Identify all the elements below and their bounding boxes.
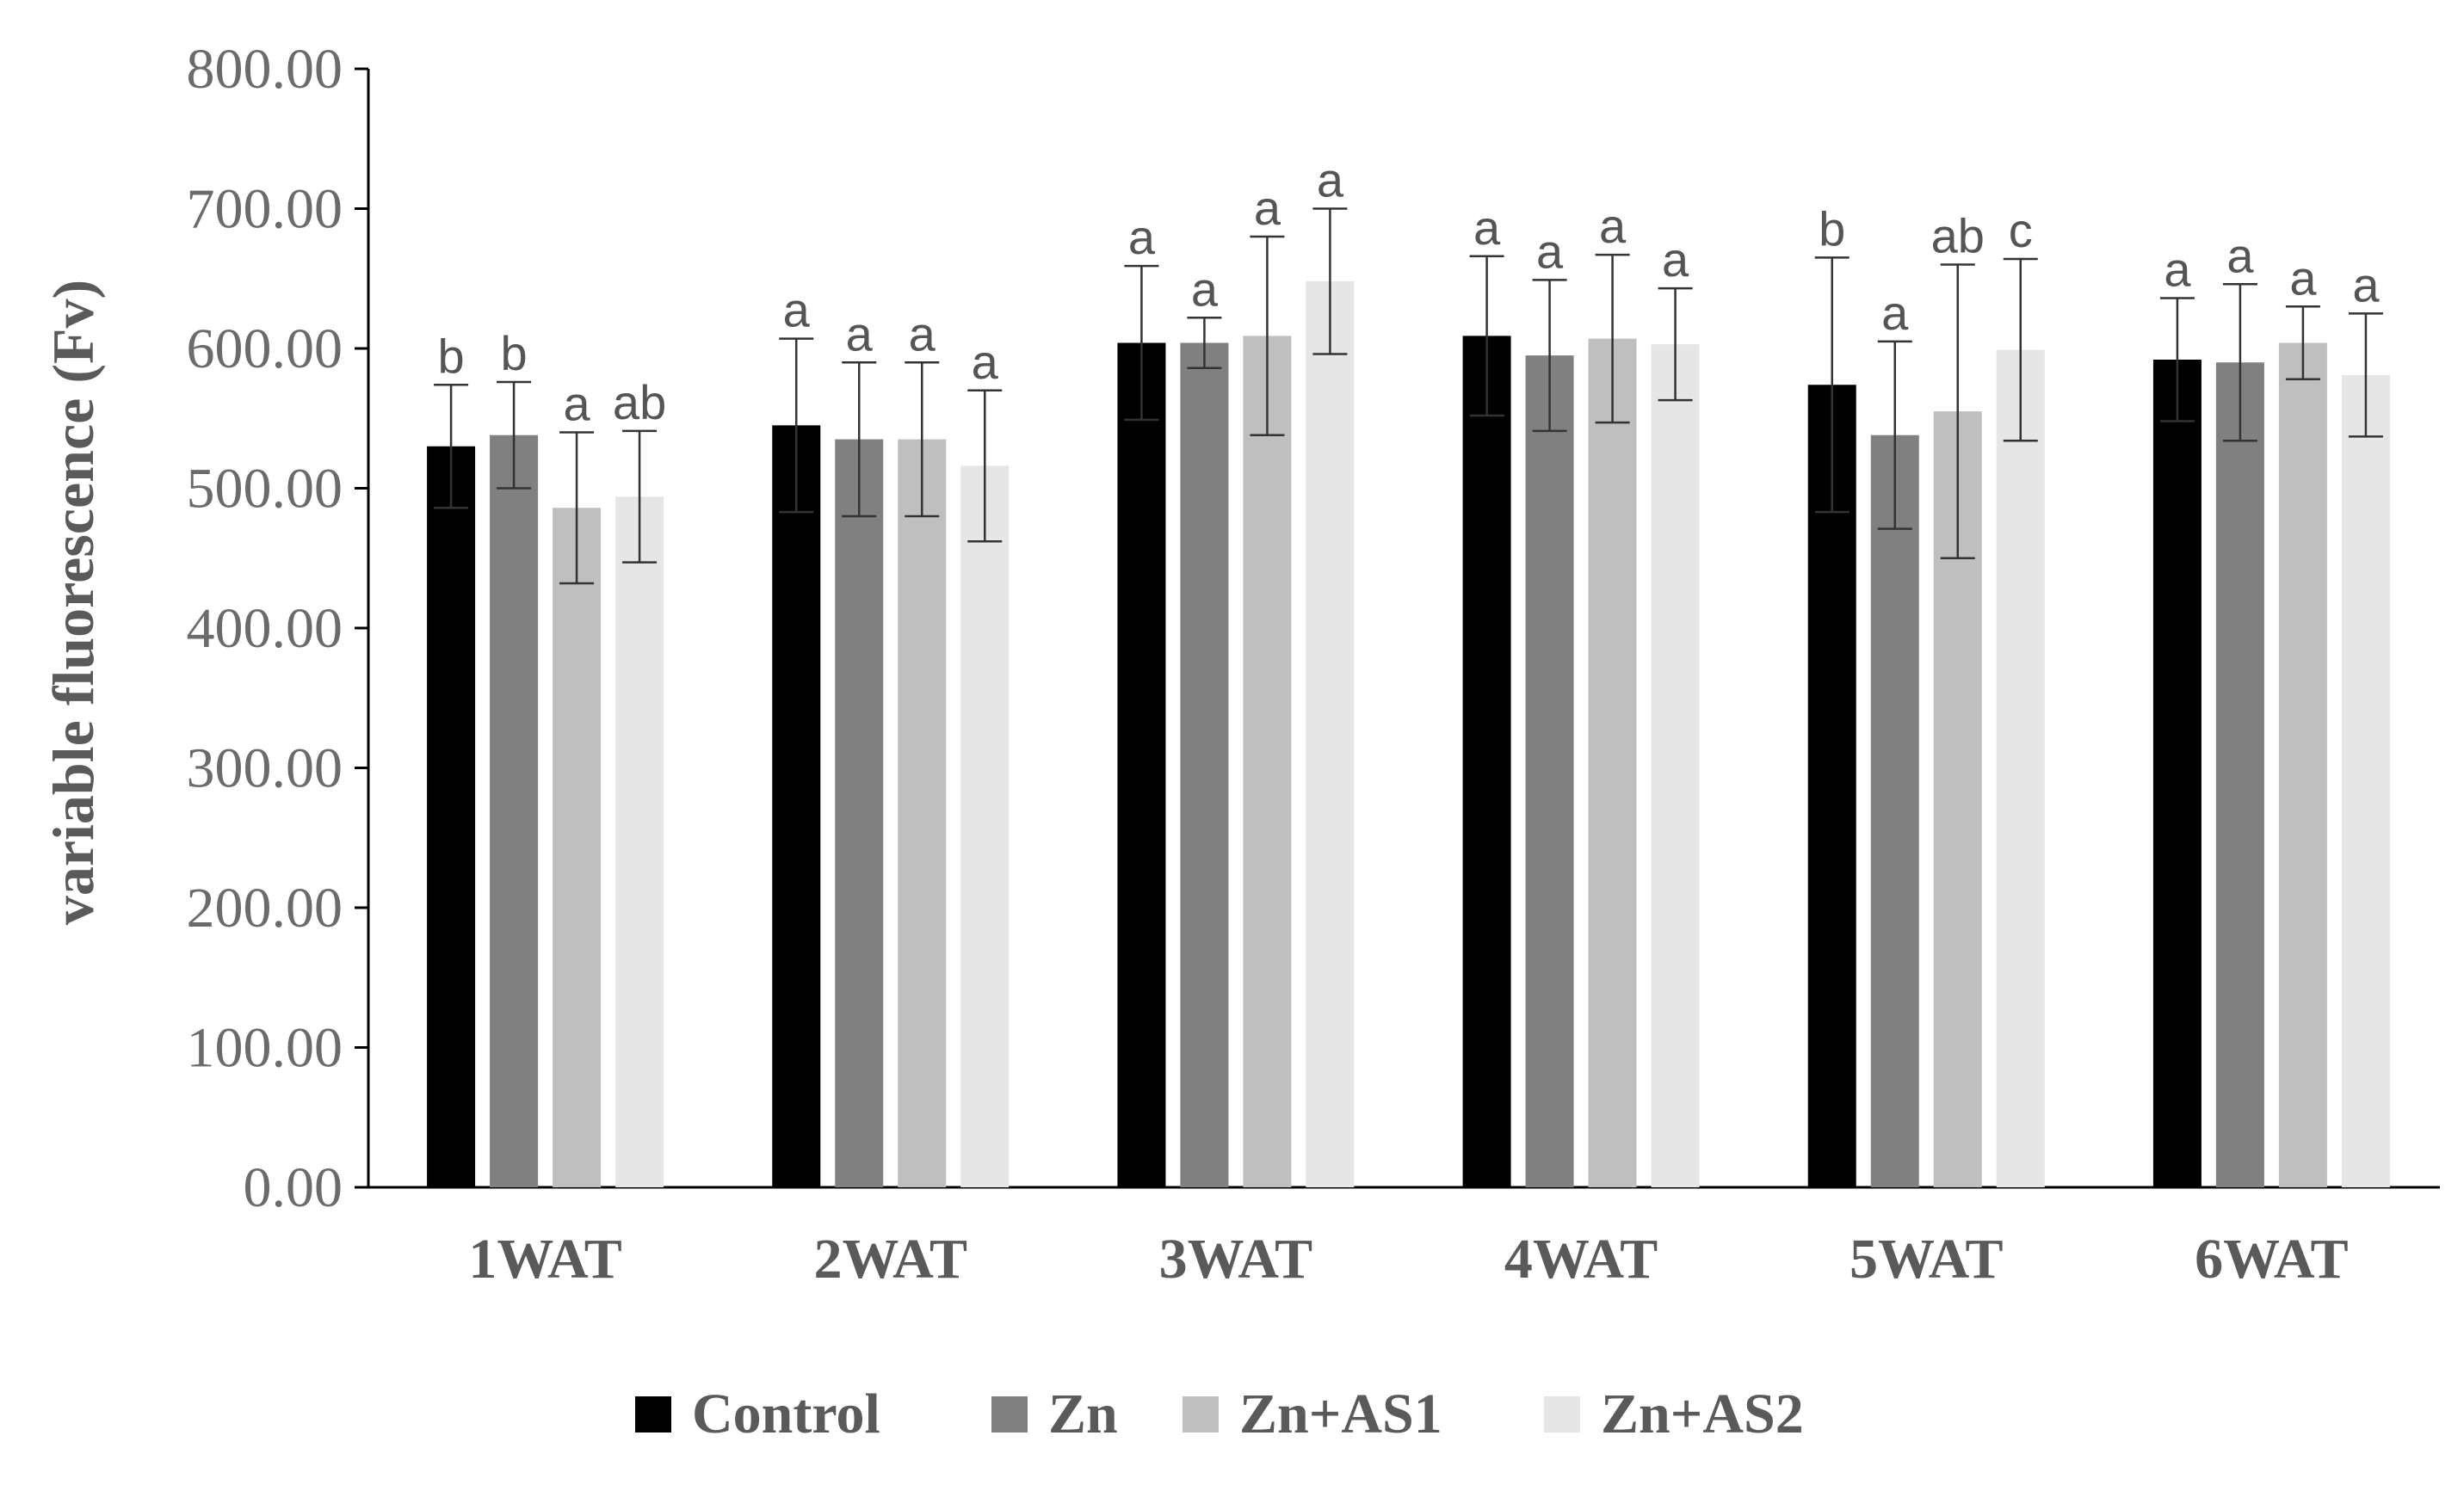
legend-label: Zn+AS1 (1239, 1383, 1442, 1445)
legend-swatch (1183, 1396, 1219, 1432)
significance-label: b (501, 326, 528, 380)
bar (772, 425, 821, 1187)
legend-swatch (1544, 1396, 1580, 1432)
legend-label: Zn+AS2 (1601, 1383, 1804, 1445)
legend-label: Zn (1048, 1383, 1118, 1445)
bar (1462, 336, 1511, 1187)
x-axis: 1WAT 2WAT 3WAT 4WAT 5WAT 6WAT (368, 1186, 2440, 1291)
legend-swatch (991, 1396, 1028, 1432)
significance-label: a (2352, 257, 2380, 311)
bar (898, 439, 947, 1187)
bar (490, 434, 539, 1187)
bar (553, 508, 602, 1187)
bar (2278, 342, 2327, 1187)
bar (1117, 342, 1166, 1187)
y-axis: 0.00 100.00 200.00 300.00 400.00 500.00 600.00… (187, 38, 370, 1219)
y-tick-label: 500.00 (187, 458, 343, 521)
bar (615, 496, 664, 1187)
bar (1807, 385, 1856, 1187)
bar (960, 465, 1010, 1187)
significance-label: a (564, 377, 591, 431)
bar (427, 446, 476, 1187)
bar (1870, 434, 1919, 1187)
significance-label: a (972, 335, 999, 389)
bar (1525, 355, 1574, 1187)
x-tick-label: 1WAT (468, 1228, 621, 1291)
significance-label: ab (1931, 209, 1985, 263)
significance-label: a (1317, 153, 1344, 207)
bar (835, 439, 884, 1187)
significance-label: a (1662, 232, 1689, 286)
bar (1180, 342, 1229, 1187)
significance-label: a (1191, 262, 1219, 316)
bar (2152, 360, 2202, 1187)
significance-label: a (2164, 243, 2191, 297)
y-axis-title: variable fluorescence (Fv) (40, 280, 106, 925)
y-tick-label: 200.00 (187, 877, 343, 940)
y-tick-label: 0.00 (244, 1156, 343, 1219)
significance-label: b (1819, 201, 1845, 256)
significance-label: c (2009, 203, 2033, 257)
x-tick-label: 6WAT (2195, 1228, 2348, 1291)
x-tick-label: 2WAT (814, 1228, 967, 1291)
bar (2341, 374, 2390, 1187)
legend: Control Zn Zn+AS1 Zn+AS2 (635, 1383, 1804, 1445)
significance-label: a (1473, 200, 1501, 255)
significance-label: a (1599, 199, 1627, 253)
significance-label: a (2289, 250, 2317, 305)
significance-label: a (1254, 181, 1281, 235)
y-tick-label: 700.00 (187, 178, 343, 241)
bars (427, 281, 2390, 1187)
significance-label: ab (613, 375, 666, 429)
significance-label: a (846, 306, 874, 360)
y-tick-label: 400.00 (187, 597, 343, 660)
bar (1996, 349, 2045, 1187)
error-bars (434, 207, 2383, 585)
x-tick-label: 4WAT (1504, 1228, 1658, 1291)
x-tick-label: 5WAT (1850, 1228, 2003, 1291)
bar (1243, 336, 1292, 1187)
y-tick-label: 800.00 (187, 38, 343, 101)
legend-label: Control (692, 1383, 880, 1445)
significance-label: a (2226, 228, 2254, 282)
significance-label: a (1128, 210, 1156, 264)
x-tick-label: 3WAT (1159, 1228, 1312, 1291)
significance-label: a (1881, 286, 1909, 340)
bar (1588, 338, 1637, 1187)
y-tick-label: 600.00 (187, 317, 343, 380)
significance-label: a (783, 283, 811, 337)
bar (2215, 362, 2264, 1187)
y-tick-label: 300.00 (187, 737, 343, 800)
bar (1306, 281, 1355, 1187)
y-tick-label: 100.00 (187, 1017, 343, 1080)
legend-swatch (635, 1396, 671, 1432)
significance-label: b (438, 329, 465, 383)
bar (1651, 344, 1700, 1187)
significance-label: a (909, 306, 936, 360)
significance-label: a (1536, 224, 1564, 278)
